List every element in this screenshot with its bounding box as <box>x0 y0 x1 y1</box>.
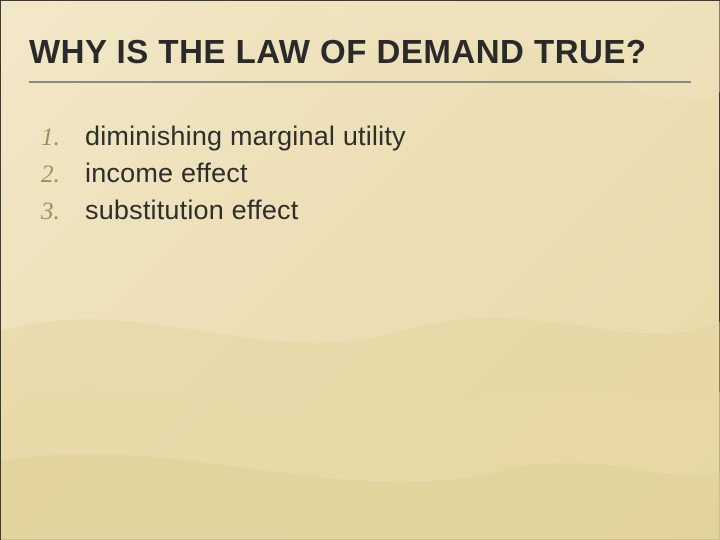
list-text: substitution effect <box>85 195 298 226</box>
title-block: WHY IS THE LAW OF DEMAND TRUE? <box>29 33 691 83</box>
list-number: 2. <box>41 161 85 189</box>
list-text: diminishing marginal utility <box>85 121 406 152</box>
list-item: 3. substitution effect <box>41 195 679 226</box>
list-item: 2. income effect <box>41 158 679 189</box>
list-item: 1. diminishing marginal utility <box>41 121 679 152</box>
slide: WHY IS THE LAW OF DEMAND TRUE? 1. dimini… <box>0 0 720 540</box>
list-text: income effect <box>85 158 248 189</box>
list-number: 3. <box>41 198 85 226</box>
slide-title: WHY IS THE LAW OF DEMAND TRUE? <box>29 33 691 71</box>
numbered-list: 1. diminishing marginal utility 2. incom… <box>41 121 679 232</box>
list-number: 1. <box>41 124 85 152</box>
